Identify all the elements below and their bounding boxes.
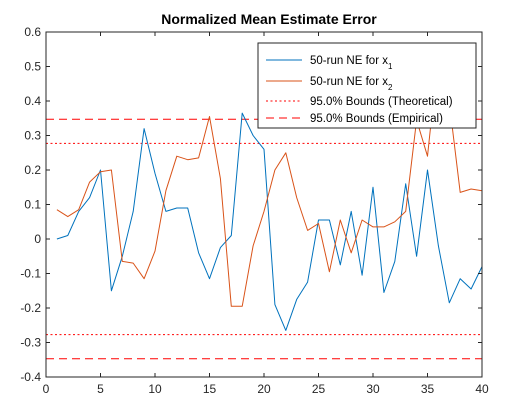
y-tick-label: -0.1 <box>20 267 41 281</box>
y-tick-label: -0.4 <box>20 370 41 384</box>
y-tick-label: 0.4 <box>24 94 41 108</box>
legend-label-2: 50-run NE for x2 <box>310 76 393 92</box>
legend: 50-run NE for x1 50-run NE for x2 95.0% Bo… <box>257 42 477 129</box>
y-axis: -0.4 -0.3 -0.2 -0.1 0 0.1 0.2 0.3 0.4 0.5 0.6 <box>20 25 482 384</box>
x-tick-label: 10 <box>148 382 162 396</box>
y-tick-label: 0.5 <box>24 60 41 74</box>
series-line-1 <box>56 112 483 331</box>
y-tick-label: 0.2 <box>24 163 41 177</box>
y-tick-label: 0.6 <box>24 25 41 39</box>
y-tick-label: 0 <box>34 232 41 246</box>
x-tick-label: 15 <box>203 382 217 396</box>
legend-label-subscript: 1 <box>388 62 393 71</box>
legend-label-3: 95.0% Bounds (Theoretical) <box>310 96 453 108</box>
legend-label-subscript: 2 <box>388 83 393 92</box>
y-tick-label: -0.3 <box>20 336 41 350</box>
x-tick-label: 20 <box>257 382 271 396</box>
legend-label-4: 95.0% Bounds (Empirical) <box>310 113 443 125</box>
legend-label-1: 50-run NE for x1 <box>310 55 393 71</box>
chart-title: Normalized Mean Estimate Error <box>161 11 377 27</box>
legend-box <box>257 42 477 129</box>
x-tick-label: 40 <box>475 382 489 396</box>
x-axis: 0 5 10 15 20 25 30 35 40 <box>43 32 489 396</box>
x-tick-label: 30 <box>366 382 380 396</box>
x-tick-label: 5 <box>97 382 104 396</box>
y-tick-label: 0.1 <box>24 198 41 212</box>
x-tick-label: 0 <box>43 382 50 396</box>
series-lines <box>56 52 483 331</box>
y-tick-label: -0.2 <box>20 301 41 315</box>
x-tick-label: 35 <box>421 382 435 396</box>
x-tick-label: 25 <box>312 382 326 396</box>
y-tick-label: 0.3 <box>24 129 41 143</box>
reference-lines <box>46 118 482 360</box>
series-line-2 <box>56 52 483 307</box>
